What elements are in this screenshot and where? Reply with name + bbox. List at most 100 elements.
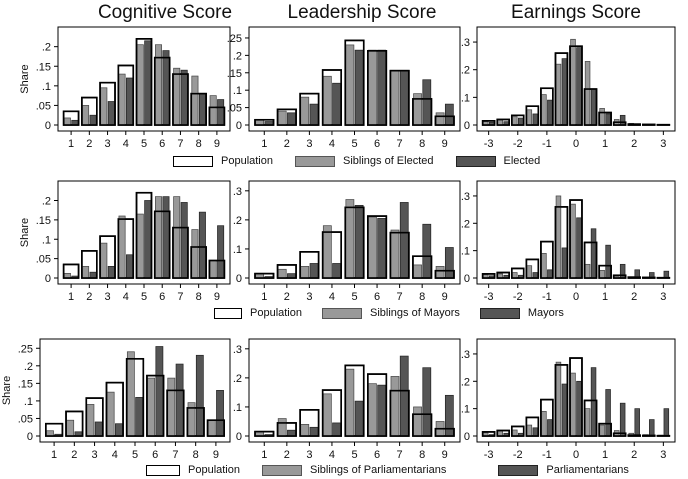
y-tick-label: .2 [42,196,51,208]
bar-siblings-of-elected-3 [512,116,518,126]
legend-label-elected: Elected [503,155,541,167]
x-tick-label: 1 [602,138,608,150]
bar-population-outline-1 [254,272,275,279]
x-tick-label: 9 [214,291,220,303]
bar-siblings-of-parliamentarians-3 [512,429,518,437]
x-tick-label: 5 [351,138,357,150]
y-tick-label: .1 [461,92,470,104]
bar-population-outline-12 [642,434,656,437]
y-tick-label: .15 [36,61,51,73]
y-tick-label: .1 [461,404,470,416]
column-title-cognitive: Cognitive Score [97,2,233,23]
y-tick-label: 0 [45,273,51,285]
bar-siblings-of-elected-5 [345,44,355,126]
y-tick-label: 0 [236,120,242,132]
bar-siblings-of-parliamentarians-5 [345,368,355,437]
bar-population-outline-6 [146,374,165,437]
x-tick-label: 3 [660,138,666,150]
bar-population-outline-3 [299,409,320,437]
y-tick-label: .3 [461,349,470,361]
bar-parliamentarians-8 [195,354,204,437]
bar-parliamentarians-3 [309,426,319,437]
bar-siblings-of-parliamentarians-8 [413,406,422,437]
x-tick-label: -2 [513,449,523,461]
bar-siblings-of-mayors-4 [322,225,332,279]
bar-siblings-of-elected-9 [435,112,445,126]
bar-siblings-of-parliamentarians-4 [526,424,533,437]
bar-siblings-of-parliamentarians-5 [541,411,547,437]
bar-siblings-of-elected-4 [526,109,533,126]
panel-6: 0 .1 .2 .3 -3 -2 -1 0 1 2 3 [461,180,676,303]
bar-population-outline-8 [186,407,205,437]
bar-population-outline-4 [321,389,342,437]
bar-population-outline-12 [642,123,656,126]
bar-parliamentarians-5 [135,397,144,437]
bar-population-outline-4 [525,416,540,437]
legend-label-siblings: Siblings of Elected [343,155,434,167]
bar-population-outline-7 [569,199,583,279]
x-tick-label: 0 [573,449,579,461]
bar-siblings-of-mayors-5 [136,213,144,279]
bar-mayors-4 [532,272,539,279]
y-axis-title: Share [19,218,31,247]
bar-parliamentarians-9 [444,394,454,437]
bar-population-outline-2 [276,264,297,279]
x-tick-label: 9 [214,138,220,150]
x-tick-label: 8 [419,449,425,461]
bar-population-outline-12 [642,276,656,279]
bar-mayors-7 [399,202,409,279]
bar-siblings-of-mayors-8 [191,229,199,279]
bar-parliamentarians-9 [216,390,224,437]
bar-mayors-5 [144,200,152,279]
bar-siblings-of-elected-8 [584,61,591,126]
bar-elected-4 [532,113,539,126]
y-tick-label: .1 [461,246,470,258]
bar-siblings-of-elected-3 [100,87,108,126]
bar-siblings-of-parliamentarians-5 [126,351,135,437]
legend-label-population: Population [221,155,273,167]
bar-siblings-of-parliamentarians-4 [106,391,115,437]
x-tick-label: 7 [397,291,403,303]
legend-label-parliamentarians: Parliamentarians [546,464,629,476]
bar-siblings-of-elected-3 [300,96,310,126]
bar-parliamentarians-6 [377,384,387,437]
y-axis-title: Share [19,64,31,93]
bar-siblings-of-parliamentarians-3 [86,404,95,437]
legend-swatch-population [214,307,242,319]
y-tick-label: .2 [233,215,242,227]
panel-4: 0 .05 .1 .15 .2 Share 1 2 3 4 5 6 7 8 9 [19,180,231,303]
bar-population-outline-6 [367,50,388,126]
x-tick-label: 3 [91,449,97,461]
x-tick-label: 2 [631,449,637,461]
bar-parliamentarians-4 [115,423,123,437]
bar-population-outline-2 [276,108,297,126]
bar-parliamentarians-5 [354,400,364,437]
bar-siblings-of-mayors-3 [512,272,518,279]
bar-population-outline-6 [153,210,171,279]
x-tick-label: 6 [374,291,380,303]
bar-population-outline-9 [434,427,455,437]
panel-7: 0 .05 .1 .15 .2 .25 Share 1 2 3 4 5 6 7 8 9 [1,338,231,461]
x-tick-label: 4 [329,291,335,303]
bar-population-outline-5 [344,206,365,279]
bar-mayors-7 [576,217,582,279]
bar-population-outline-7 [166,389,185,437]
bar-siblings-of-parliamentarians-9 [599,424,605,437]
bar-siblings-of-elected-7 [570,38,576,126]
x-tick-label: 1 [261,449,267,461]
bar-population-outline-8 [583,241,598,279]
bar-population-outline-1 [62,263,80,279]
x-tick-label: 3 [660,449,666,461]
bar-population-outline-5 [540,240,554,279]
bar-mayors-4 [126,254,133,279]
bar-siblings-of-mayors-2 [277,268,287,279]
bar-siblings-of-elected-1 [63,117,71,126]
y-tick-label: .2 [461,376,470,388]
x-tick-label: 9 [442,449,448,461]
column-title-earnings: Earnings Score [511,2,641,23]
bar-population-outline-7 [172,73,189,126]
bar-population-outline-8 [583,88,598,126]
bar-population-outline-7 [389,69,410,126]
bar-parliamentarians-4 [532,427,539,437]
